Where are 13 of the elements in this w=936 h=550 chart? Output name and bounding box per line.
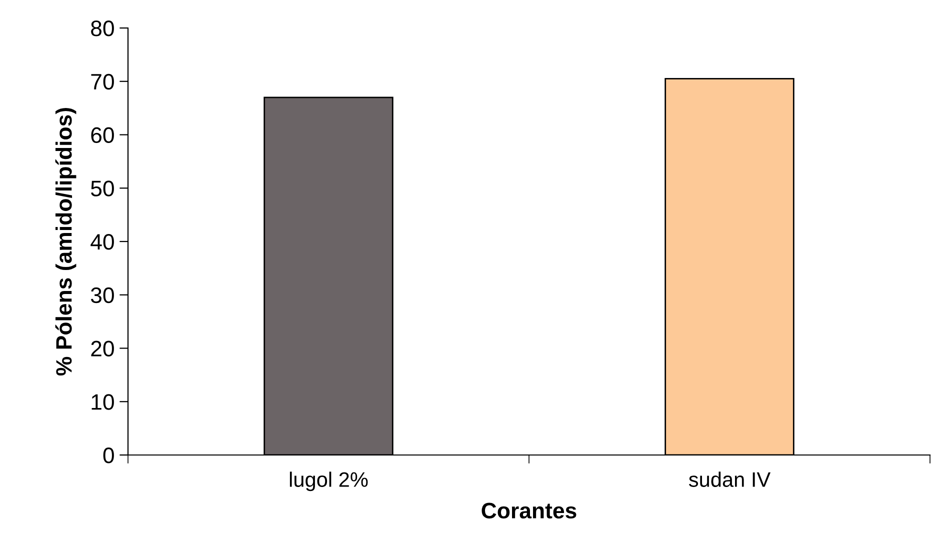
y-tick-label: 60 [91,127,114,144]
y-tick-label: 40 [90,234,114,250]
x-tick-label: lugol 2% [290,472,368,492]
y-tick-label: 0 [103,448,114,464]
y-tick-label: 70 [91,74,114,90]
y-tick-label: 50 [90,180,114,196]
y-axis-title: % Pólens (amido/lipídios) [55,108,76,376]
y-tick-label: 80 [91,20,114,36]
y-tick-label: 20 [91,340,114,357]
x-axis-title: Corantes [482,502,576,519]
x-tick-label: sudan IV [688,472,771,487]
y-tick-label: 30 [90,287,114,304]
y-tick-label: 10 [92,394,114,410]
